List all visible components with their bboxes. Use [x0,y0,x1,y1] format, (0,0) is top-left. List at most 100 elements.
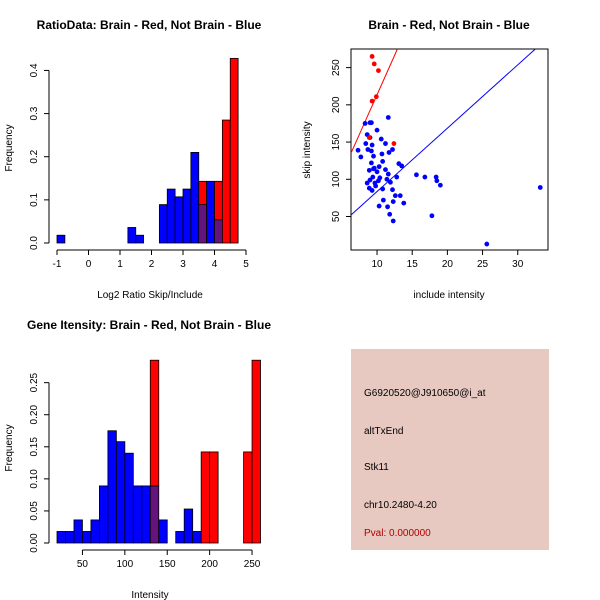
scatter-point-not-brain [433,174,439,180]
ratio-histogram-title: RatioData: Brain - Red, Not Brain - Blue [37,18,262,32]
scatter-point-not-brain [366,167,372,173]
location-text: chr10.2480-4.20 [364,500,437,511]
scatter-point-not-brain [384,176,390,182]
pval-text: Pval: 0.000000 [364,528,431,539]
gene-histogram-bar-not-brain [90,519,100,544]
info-panel-background [351,349,549,550]
ratio-histogram-x-tick-label: 2 [149,259,155,270]
scatter-point-not-brain [390,187,395,193]
scatter-point-not-brain [358,154,364,160]
scatter-y-tick-label: 250 [331,59,342,76]
ratio-histogram-bar-not-brain [127,227,137,244]
scatter-point-brain [369,54,375,59]
scatter-point-not-brain [369,142,375,148]
scatter-point-not-brain [397,193,403,199]
ratio-histogram-x-tick-label: 5 [243,259,249,270]
scatter-point-not-brain [387,211,393,217]
scatter-point-not-brain [437,182,443,188]
gene-histogram-bar-not-brain [141,485,151,544]
ratio-histogram-bar-not-brain [182,188,192,244]
scatter-x-tick-label: 15 [407,259,419,270]
scatter-point-brain [371,61,377,67]
gene-histogram-bar-not-brain [65,531,75,544]
scatter-point-not-brain [380,186,386,192]
ratio-histogram-bar-not-brain [158,204,168,244]
scatter-point-not-brain [401,200,407,206]
scatter-point-not-brain [394,174,400,180]
scatter-point-not-brain [390,147,395,152]
scatter-plot-box [350,48,549,251]
scatter-point-not-brain [378,136,384,142]
gene-histogram-y-tick-label: 0.10 [29,469,40,489]
scatter-point-not-brain [369,148,374,154]
gene-histogram-bar-overlap [149,485,160,544]
scatter-x-tick-label: 30 [512,259,524,270]
scatter-point-not-brain [392,193,398,199]
gene-intensity-histogram-panel: Gene Itensity: Brain - Red, Not Brain - … [4,318,271,600]
gene-histogram-y-tick-label: 0.20 [29,405,40,425]
gene-histogram-y-tick-label: 0.25 [29,372,40,392]
scatter-point-not-brain [376,203,382,209]
ratio-histogram-bar-brain [229,57,239,244]
ratio-histogram-x-tick-label: 3 [180,259,186,270]
gene-histogram-x-tick-label: 150 [159,559,176,570]
scatter-point-not-brain [374,169,380,175]
ratio-histogram-bar-not-brain [190,152,200,244]
scatter-point-brain [373,94,379,100]
scatter-point-not-brain [399,163,405,169]
scatter-point-not-brain [390,218,396,224]
scatter-y-tick-label: 150 [331,133,342,150]
scatter-point-not-brain [364,180,370,186]
gene-histogram-bar-not-brain [99,485,109,544]
ratio-histogram-bar-not-brain [206,180,215,244]
scatter-fit-line-blue [350,48,536,216]
scatter-point-not-brain [369,160,374,166]
probe-id-text: G6920520@J910650@i_at [364,388,486,399]
ratio-histogram-bar-not-brain [56,234,66,244]
ratio-histogram-ylabel: Frequency [4,124,15,171]
scatter-point-brain [366,135,372,140]
ratio-histogram-bar-brain [221,119,231,244]
scatter-point-not-brain [367,177,373,183]
gene-histogram-bar-not-brain [175,531,185,544]
scatter-point-not-brain [355,147,361,153]
scatter-ylabel: skip intensity [302,121,313,178]
gene-histogram-bar-brain [149,359,160,487]
scatter-point-not-brain [376,164,382,170]
gene-histogram-bar-not-brain [132,485,143,544]
scatter-point-not-brain [377,175,383,181]
ratio-histogram-y-tick-label: 0.2 [29,149,40,163]
ratio-histogram-xlabel: Log2 Ratio Skip/Include [97,290,203,301]
gene-histogram-x-tick-label: 100 [116,559,133,570]
scatter-point-not-brain [390,199,396,205]
event-type-text: altTxEnd [364,426,403,437]
scatter-point-not-brain [374,127,380,133]
scatter-point-not-brain [380,159,386,164]
gene-histogram-x-tick-label: 50 [77,559,89,570]
scatter-point-not-brain [385,115,391,120]
ratio-histogram-x-tick-label: 4 [212,259,218,270]
gene-histogram-bar-not-brain [115,441,126,544]
scatter-point-brain [391,141,397,146]
ratio-histogram-bar-brain [214,180,223,221]
scatter-point-not-brain [386,150,392,155]
gene-histogram-title: Gene Itensity: Brain - Red, Not Brain - … [27,318,271,332]
scatter-point-not-brain [383,167,388,173]
ratio-histogram-x-tick-label: 0 [86,259,92,270]
scatter-point-not-brain [385,204,390,210]
scatter-point-not-brain [429,213,435,219]
scatter-point-not-brain [371,166,376,172]
gene-histogram-bar-brain [251,359,261,544]
gene-histogram-bar-brain [200,451,211,544]
ratio-histogram-bar-not-brain [174,196,184,244]
ratio-histogram-bar-brain [198,180,208,206]
gene-histogram-bar-brain [209,451,219,544]
scatter-point-brain [376,68,381,73]
gene-histogram-xlabel: Intensity [131,590,168,600]
scatter-x-tick-label: 10 [371,259,383,270]
scatter-y-tick-label: 100 [331,170,342,187]
gene-symbol-text: Stk11 [364,462,389,473]
scatter-point-not-brain [371,153,376,159]
scatter-point-not-brain [414,172,419,178]
scatter-y-tick-label: 50 [331,211,342,223]
